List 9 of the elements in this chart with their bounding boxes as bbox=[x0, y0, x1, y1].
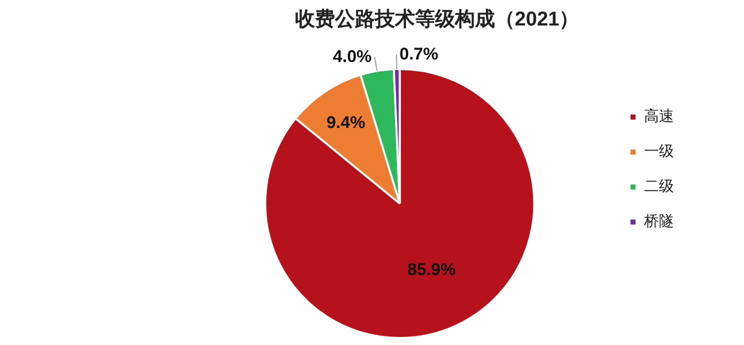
legend-label: 桥隧 bbox=[643, 213, 674, 230]
data-label: 4.0% bbox=[332, 46, 372, 66]
data-label: 0.7% bbox=[399, 44, 438, 64]
chart-title: 收费公路技术等级构成（2021） bbox=[294, 8, 580, 31]
legend-label: 二级 bbox=[644, 178, 674, 196]
data-label: 85.9% bbox=[407, 260, 456, 280]
legend-label: 一级 bbox=[644, 143, 674, 160]
data-label: 9.4% bbox=[326, 112, 366, 132]
legend-label: 高速 bbox=[644, 108, 674, 126]
